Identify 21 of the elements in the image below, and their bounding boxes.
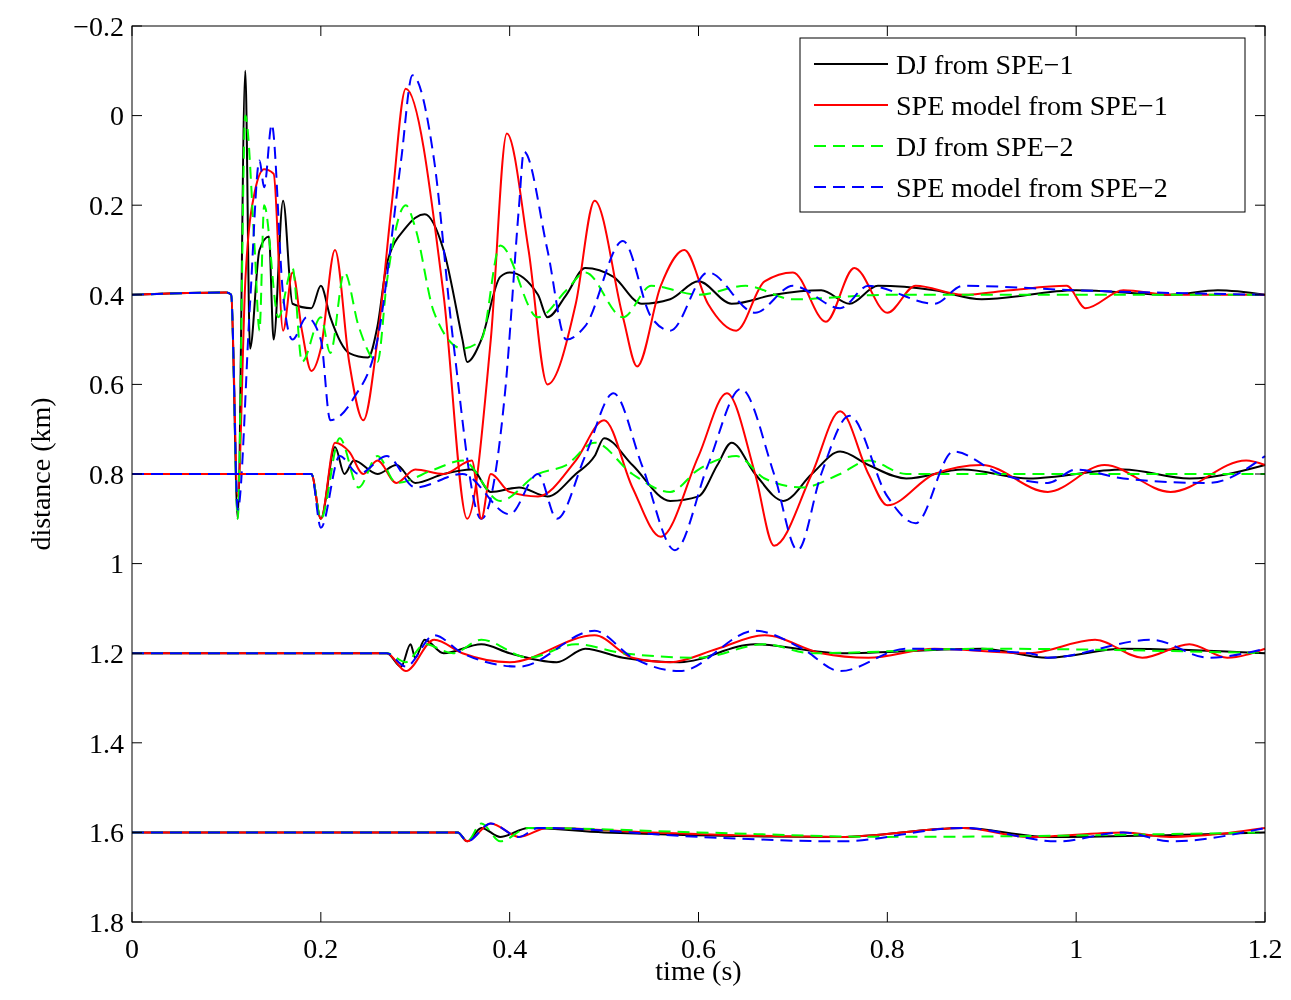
y-tick-label: 0.4 (89, 279, 124, 311)
y-tick-label: 0.2 (89, 190, 124, 221)
y-tick-label: 1 (110, 548, 124, 580)
x-tick-label: 1.2 (1247, 933, 1283, 964)
legend-label: SPE model from SPE−2 (896, 171, 1168, 203)
x-tick-label: 0.2 (303, 933, 339, 964)
y-tick-label: 1.2 (89, 638, 124, 669)
y-tick-label: 0.6 (89, 369, 124, 401)
y-axis-title: distance (km) (25, 397, 56, 551)
x-tick-label: 0.8 (869, 933, 905, 964)
y-tick-label: 1.8 (89, 906, 124, 938)
y-tick-label: 1.4 (89, 727, 124, 759)
x-tick-label: 1 (1069, 933, 1084, 964)
x-tick-label: 0.4 (492, 933, 528, 964)
legend-label: DJ from SPE−1 (896, 48, 1074, 80)
y-tick-label: 0.8 (89, 458, 124, 490)
y-tick-label: 0 (110, 100, 124, 132)
legend-label: SPE model from SPE−1 (896, 89, 1168, 121)
y-tick-label: 1.6 (89, 817, 124, 849)
y-tick-label: −0.2 (73, 10, 124, 42)
legend-label: DJ from SPE−2 (896, 130, 1074, 162)
